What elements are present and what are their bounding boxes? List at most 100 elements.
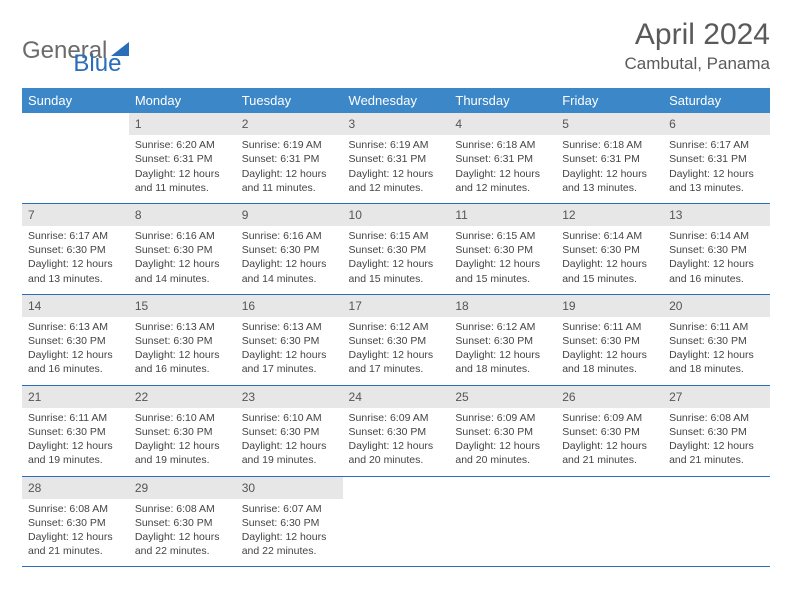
sunrise-text: Sunrise: 6:14 AM (562, 229, 657, 243)
sunrise-text: Sunrise: 6:09 AM (349, 411, 444, 425)
title-block: April 2024 Cambutal, Panama (624, 18, 770, 74)
day-number: 12 (556, 204, 663, 226)
sunset-text: Sunset: 6:30 PM (562, 243, 657, 257)
sunset-text: Sunset: 6:30 PM (669, 425, 764, 439)
day-body: Sunrise: 6:08 AMSunset: 6:30 PMDaylight:… (22, 499, 129, 567)
day-header: Wednesday (343, 88, 450, 113)
day-number: 6 (663, 113, 770, 135)
day-header: Friday (556, 88, 663, 113)
calendar-cell: 15Sunrise: 6:13 AMSunset: 6:30 PMDayligh… (129, 294, 236, 385)
daylight-text: Daylight: 12 hours and 21 minutes. (28, 530, 123, 558)
daylight-text: Daylight: 12 hours and 11 minutes. (135, 167, 230, 195)
sunset-text: Sunset: 6:30 PM (135, 243, 230, 257)
day-header: Sunday (22, 88, 129, 113)
calendar-cell: 22Sunrise: 6:10 AMSunset: 6:30 PMDayligh… (129, 385, 236, 476)
day-body: Sunrise: 6:14 AMSunset: 6:30 PMDaylight:… (556, 226, 663, 294)
day-header: Thursday (449, 88, 556, 113)
day-number: 9 (236, 204, 343, 226)
sunrise-text: Sunrise: 6:20 AM (135, 138, 230, 152)
day-body: Sunrise: 6:19 AMSunset: 6:31 PMDaylight:… (236, 135, 343, 203)
sunset-text: Sunset: 6:30 PM (135, 425, 230, 439)
sunset-text: Sunset: 6:30 PM (28, 334, 123, 348)
day-body: Sunrise: 6:17 AMSunset: 6:31 PMDaylight:… (663, 135, 770, 203)
daylight-text: Daylight: 12 hours and 16 minutes. (669, 257, 764, 285)
day-number: 10 (343, 204, 450, 226)
daylight-text: Daylight: 12 hours and 13 minutes. (28, 257, 123, 285)
sunset-text: Sunset: 6:30 PM (242, 425, 337, 439)
calendar-cell (343, 476, 450, 567)
sunrise-text: Sunrise: 6:19 AM (349, 138, 444, 152)
calendar-cell: 21Sunrise: 6:11 AMSunset: 6:30 PMDayligh… (22, 385, 129, 476)
daylight-text: Daylight: 12 hours and 17 minutes. (349, 348, 444, 376)
day-number: 14 (22, 295, 129, 317)
sunset-text: Sunset: 6:30 PM (242, 334, 337, 348)
daylight-text: Daylight: 12 hours and 12 minutes. (349, 167, 444, 195)
sunrise-text: Sunrise: 6:09 AM (562, 411, 657, 425)
day-body: Sunrise: 6:16 AMSunset: 6:30 PMDaylight:… (236, 226, 343, 294)
sunset-text: Sunset: 6:30 PM (28, 425, 123, 439)
sunrise-text: Sunrise: 6:15 AM (455, 229, 550, 243)
calendar-cell: 28Sunrise: 6:08 AMSunset: 6:30 PMDayligh… (22, 476, 129, 567)
calendar-cell: 24Sunrise: 6:09 AMSunset: 6:30 PMDayligh… (343, 385, 450, 476)
page-title: April 2024 (624, 18, 770, 52)
day-number: 8 (129, 204, 236, 226)
sunrise-text: Sunrise: 6:08 AM (669, 411, 764, 425)
day-number: 22 (129, 386, 236, 408)
daylight-text: Daylight: 12 hours and 21 minutes. (562, 439, 657, 467)
daylight-text: Daylight: 12 hours and 14 minutes. (135, 257, 230, 285)
daylight-text: Daylight: 12 hours and 19 minutes. (135, 439, 230, 467)
sunrise-text: Sunrise: 6:11 AM (562, 320, 657, 334)
daylight-text: Daylight: 12 hours and 18 minutes. (669, 348, 764, 376)
calendar-cell: 23Sunrise: 6:10 AMSunset: 6:30 PMDayligh… (236, 385, 343, 476)
day-number: 18 (449, 295, 556, 317)
location-label: Cambutal, Panama (624, 54, 770, 74)
calendar-cell: 17Sunrise: 6:12 AMSunset: 6:30 PMDayligh… (343, 294, 450, 385)
sunrise-text: Sunrise: 6:12 AM (455, 320, 550, 334)
daylight-text: Daylight: 12 hours and 19 minutes. (28, 439, 123, 467)
day-number: 17 (343, 295, 450, 317)
day-number: 27 (663, 386, 770, 408)
day-body: Sunrise: 6:11 AMSunset: 6:30 PMDaylight:… (663, 317, 770, 385)
calendar-cell: 29Sunrise: 6:08 AMSunset: 6:30 PMDayligh… (129, 476, 236, 567)
day-body: Sunrise: 6:14 AMSunset: 6:30 PMDaylight:… (663, 226, 770, 294)
sunrise-text: Sunrise: 6:19 AM (242, 138, 337, 152)
calendar-cell: 7Sunrise: 6:17 AMSunset: 6:30 PMDaylight… (22, 203, 129, 294)
daylight-text: Daylight: 12 hours and 17 minutes. (242, 348, 337, 376)
calendar-cell (663, 476, 770, 567)
sunset-text: Sunset: 6:31 PM (242, 152, 337, 166)
calendar-cell (449, 476, 556, 567)
day-body: Sunrise: 6:12 AMSunset: 6:30 PMDaylight:… (449, 317, 556, 385)
day-body: Sunrise: 6:08 AMSunset: 6:30 PMDaylight:… (129, 499, 236, 567)
day-number: 19 (556, 295, 663, 317)
calendar-cell: 2Sunrise: 6:19 AMSunset: 6:31 PMDaylight… (236, 113, 343, 203)
day-body: Sunrise: 6:11 AMSunset: 6:30 PMDaylight:… (22, 408, 129, 476)
daylight-text: Daylight: 12 hours and 20 minutes. (455, 439, 550, 467)
day-number: 15 (129, 295, 236, 317)
sunset-text: Sunset: 6:30 PM (562, 425, 657, 439)
sunrise-text: Sunrise: 6:13 AM (28, 320, 123, 334)
sunrise-text: Sunrise: 6:17 AM (669, 138, 764, 152)
calendar-cell: 14 Sunrise: 6:13 AMSunset: 6:30 PMDayligh… (22, 294, 129, 385)
calendar-cell: 10Sunrise: 6:15 AMSunset: 6:30 PMDayligh… (343, 203, 450, 294)
day-number: 25 (449, 386, 556, 408)
calendar-cell: 11Sunrise: 6:15 AMSunset: 6:30 PMDayligh… (449, 203, 556, 294)
daylight-text: Daylight: 12 hours and 13 minutes. (669, 167, 764, 195)
daylight-text: Daylight: 12 hours and 20 minutes. (349, 439, 444, 467)
day-body: Sunrise: 6:11 AMSunset: 6:30 PMDaylight:… (556, 317, 663, 385)
sunset-text: Sunset: 6:30 PM (455, 243, 550, 257)
day-number: 11 (449, 204, 556, 226)
daylight-text: Daylight: 12 hours and 18 minutes. (562, 348, 657, 376)
day-number: 30 (236, 477, 343, 499)
day-body: Sunrise: 6:15 AMSunset: 6:30 PMDaylight:… (449, 226, 556, 294)
sunset-text: Sunset: 6:30 PM (242, 516, 337, 530)
day-number: 23 (236, 386, 343, 408)
sunrise-text: Sunrise: 6:16 AM (242, 229, 337, 243)
sunrise-text: Sunrise: 6:18 AM (562, 138, 657, 152)
calendar-cell: 5Sunrise: 6:18 AMSunset: 6:31 PMDaylight… (556, 113, 663, 203)
day-body: Sunrise: 6:10 AMSunset: 6:30 PMDaylight:… (129, 408, 236, 476)
day-header-row: Sunday Monday Tuesday Wednesday Thursday… (22, 88, 770, 113)
sunset-text: Sunset: 6:31 PM (562, 152, 657, 166)
daylight-text: Daylight: 12 hours and 16 minutes. (135, 348, 230, 376)
calendar-cell: 26Sunrise: 6:09 AMSunset: 6:30 PMDayligh… (556, 385, 663, 476)
daylight-text: Daylight: 12 hours and 16 minutes. (28, 348, 123, 376)
